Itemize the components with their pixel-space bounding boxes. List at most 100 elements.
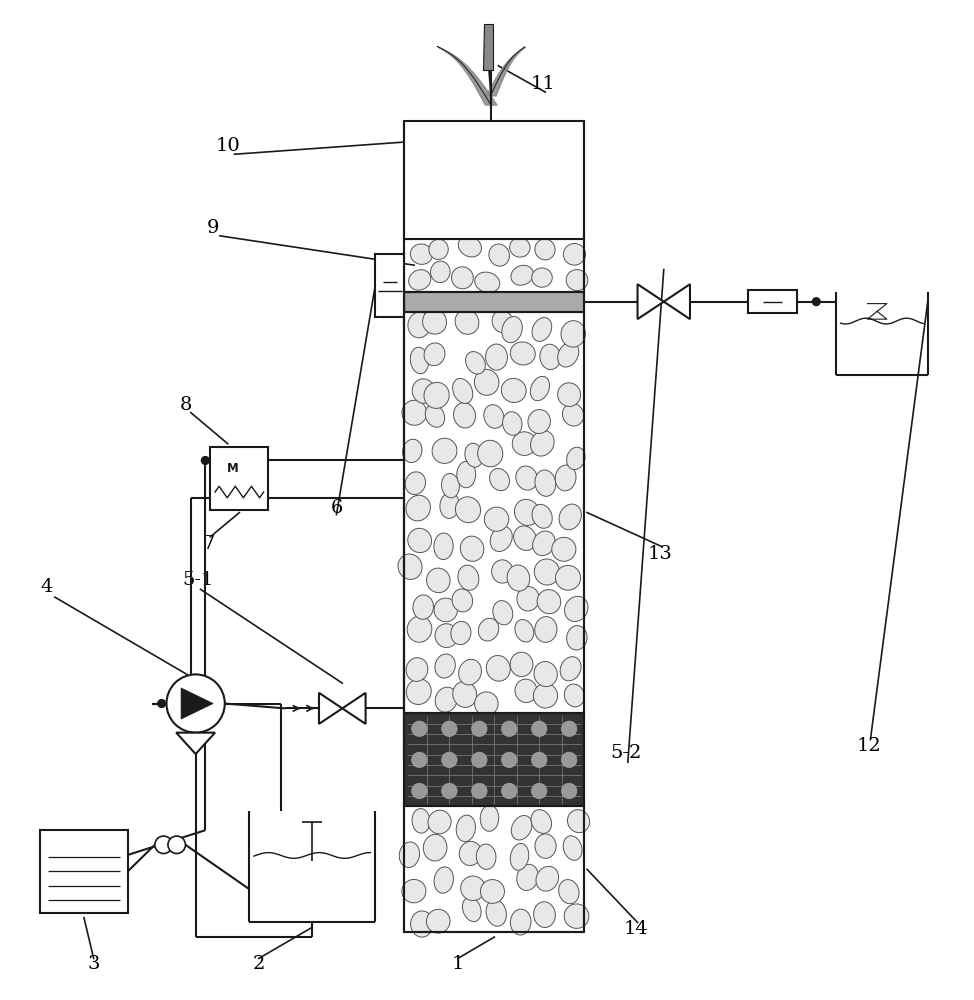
- Ellipse shape: [515, 620, 534, 642]
- Ellipse shape: [456, 815, 475, 842]
- Ellipse shape: [510, 652, 533, 677]
- Polygon shape: [181, 688, 213, 719]
- Text: 7: 7: [202, 535, 214, 553]
- Bar: [404, 806, 584, 932]
- Ellipse shape: [531, 810, 551, 833]
- Ellipse shape: [537, 590, 561, 614]
- Circle shape: [471, 752, 487, 768]
- Ellipse shape: [492, 560, 513, 583]
- Ellipse shape: [486, 344, 507, 370]
- Ellipse shape: [564, 904, 589, 928]
- Ellipse shape: [466, 352, 485, 374]
- Ellipse shape: [531, 431, 554, 456]
- Circle shape: [502, 752, 517, 768]
- Ellipse shape: [465, 443, 483, 467]
- Ellipse shape: [423, 309, 446, 334]
- Ellipse shape: [528, 410, 550, 433]
- Ellipse shape: [434, 867, 454, 893]
- Polygon shape: [318, 693, 342, 724]
- Ellipse shape: [435, 624, 458, 648]
- Ellipse shape: [532, 268, 552, 287]
- Text: 14: 14: [623, 920, 648, 938]
- Ellipse shape: [530, 376, 549, 401]
- Ellipse shape: [511, 816, 532, 840]
- Ellipse shape: [431, 261, 450, 283]
- Ellipse shape: [402, 400, 427, 425]
- Ellipse shape: [474, 369, 499, 395]
- Ellipse shape: [402, 439, 422, 463]
- Ellipse shape: [493, 601, 512, 625]
- Ellipse shape: [456, 497, 480, 523]
- Ellipse shape: [459, 236, 481, 257]
- Text: 1: 1: [452, 955, 464, 973]
- Polygon shape: [663, 284, 690, 319]
- Ellipse shape: [535, 617, 557, 642]
- Circle shape: [502, 721, 517, 737]
- Circle shape: [168, 836, 185, 854]
- Ellipse shape: [427, 568, 450, 593]
- Ellipse shape: [555, 565, 581, 590]
- Circle shape: [155, 836, 172, 854]
- Ellipse shape: [517, 864, 539, 890]
- Ellipse shape: [476, 844, 496, 869]
- Ellipse shape: [474, 692, 498, 716]
- Ellipse shape: [408, 528, 431, 553]
- Ellipse shape: [484, 507, 508, 531]
- Ellipse shape: [429, 239, 448, 259]
- Ellipse shape: [428, 810, 451, 834]
- Ellipse shape: [452, 267, 473, 289]
- Circle shape: [471, 721, 487, 737]
- Ellipse shape: [535, 470, 556, 496]
- Ellipse shape: [413, 595, 433, 619]
- Ellipse shape: [408, 312, 431, 338]
- Ellipse shape: [455, 310, 479, 334]
- Circle shape: [441, 721, 457, 737]
- Ellipse shape: [459, 659, 481, 685]
- Bar: [210, 447, 269, 510]
- Circle shape: [412, 721, 428, 737]
- Ellipse shape: [411, 911, 433, 937]
- Ellipse shape: [513, 526, 537, 550]
- Ellipse shape: [406, 679, 431, 704]
- Circle shape: [441, 783, 457, 799]
- Ellipse shape: [563, 836, 582, 860]
- Text: 2: 2: [252, 955, 265, 973]
- Ellipse shape: [555, 465, 576, 491]
- Ellipse shape: [490, 468, 509, 491]
- Ellipse shape: [440, 493, 460, 518]
- Ellipse shape: [477, 440, 503, 467]
- Ellipse shape: [535, 834, 556, 858]
- Ellipse shape: [532, 504, 552, 528]
- Ellipse shape: [540, 344, 560, 370]
- Ellipse shape: [564, 684, 584, 707]
- Ellipse shape: [441, 473, 460, 498]
- Ellipse shape: [515, 679, 537, 703]
- Bar: [404, 312, 584, 713]
- Bar: [404, 292, 584, 312]
- Ellipse shape: [559, 880, 580, 904]
- Ellipse shape: [461, 536, 484, 561]
- Ellipse shape: [453, 681, 476, 707]
- Text: M: M: [227, 462, 239, 475]
- Ellipse shape: [424, 834, 447, 861]
- Ellipse shape: [454, 403, 475, 428]
- Ellipse shape: [407, 616, 431, 642]
- Ellipse shape: [398, 554, 422, 579]
- Ellipse shape: [426, 405, 445, 427]
- Ellipse shape: [533, 531, 555, 556]
- Ellipse shape: [410, 244, 432, 264]
- Bar: [404, 121, 584, 239]
- Ellipse shape: [427, 909, 450, 933]
- Text: 3: 3: [88, 955, 100, 973]
- Ellipse shape: [406, 658, 428, 681]
- Ellipse shape: [463, 897, 481, 922]
- Ellipse shape: [568, 810, 589, 833]
- Ellipse shape: [474, 272, 500, 293]
- Ellipse shape: [510, 342, 536, 365]
- Circle shape: [471, 783, 487, 799]
- Ellipse shape: [409, 270, 431, 290]
- Ellipse shape: [563, 403, 583, 426]
- Text: 12: 12: [856, 737, 881, 755]
- Circle shape: [502, 783, 517, 799]
- Ellipse shape: [507, 565, 530, 591]
